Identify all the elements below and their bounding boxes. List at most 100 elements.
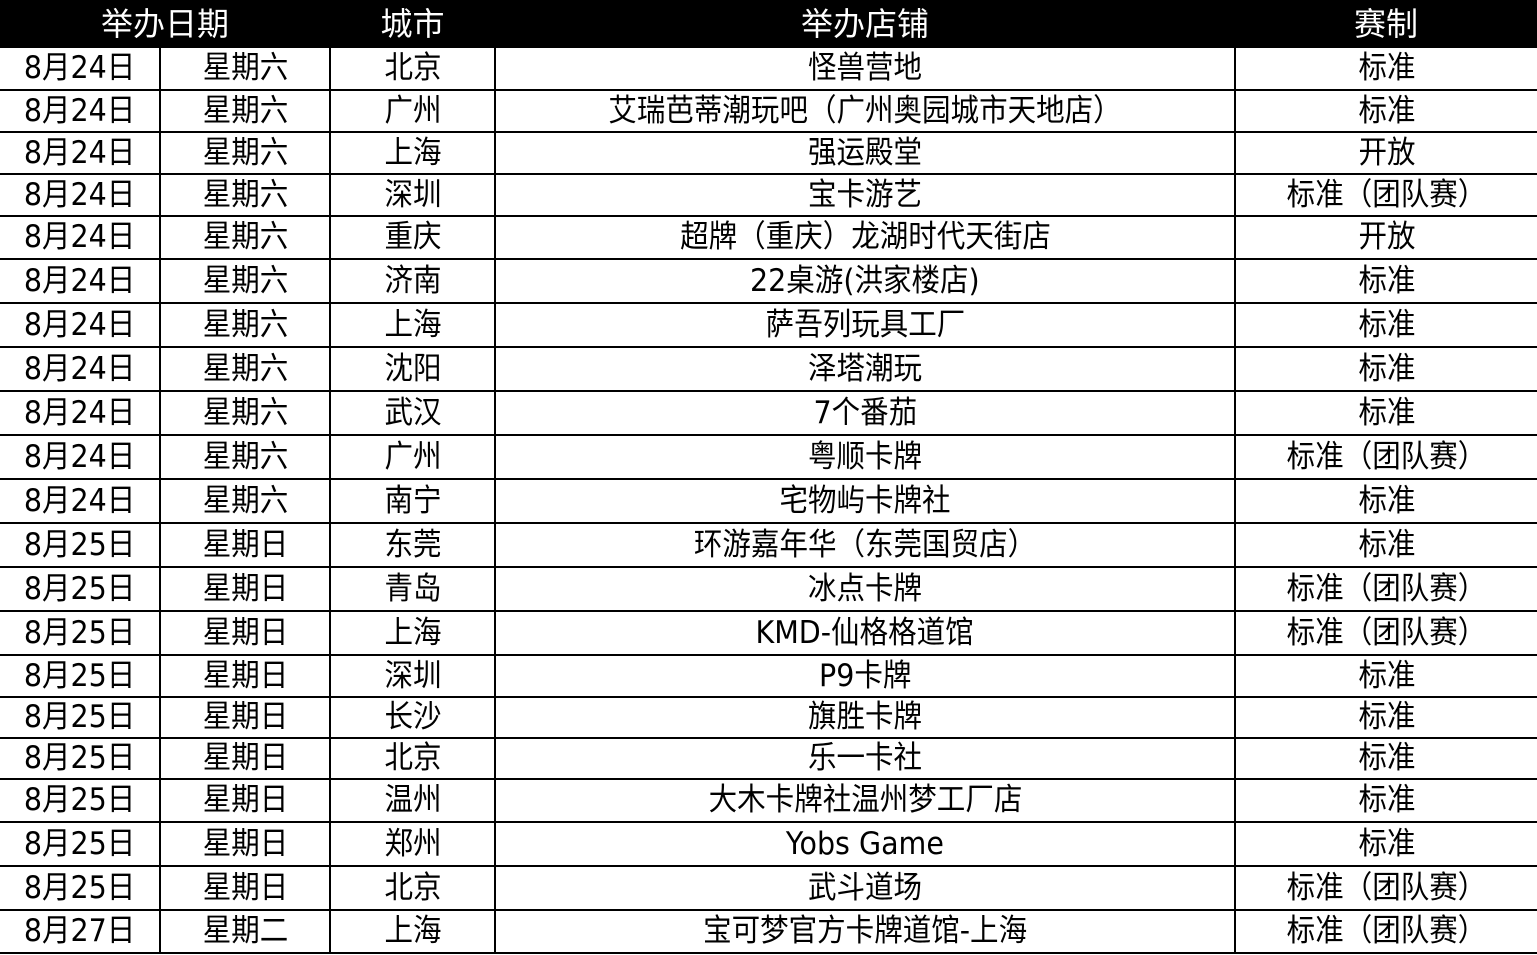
store-cell-text: 泽塔潮玩 xyxy=(807,350,923,387)
weekday-cell-text: 星期六 xyxy=(202,50,288,86)
date-cell-text: 8月24日 xyxy=(23,219,136,255)
format-cell: 标准（团队赛） xyxy=(1234,174,1537,217)
format-cell: 标准（团队赛） xyxy=(1234,567,1537,612)
date-cell-text: 8月25日 xyxy=(23,740,136,776)
format-cell: 标准 xyxy=(1234,738,1537,780)
city-cell-text: 温州 xyxy=(383,782,442,818)
format-cell-text: 标准（团队赛） xyxy=(1286,869,1487,906)
store-cell: 萨吾列玩具工厂 xyxy=(494,303,1237,348)
format-cell-text: 标准 xyxy=(1357,740,1416,776)
weekday-cell: 星期二 xyxy=(158,910,332,954)
city-cell: 北京 xyxy=(329,738,497,780)
date-cell-text: 8月24日 xyxy=(23,350,136,387)
table-row: 8月24日 星期六 济南 22桌游(洪家楼店) 标准 xyxy=(0,259,1537,304)
city-cell-text: 广州 xyxy=(383,92,442,129)
weekday-cell: 星期六 xyxy=(158,174,332,217)
weekday-cell: 星期六 xyxy=(158,48,332,91)
format-cell: 开放 xyxy=(1234,132,1537,175)
weekday-cell: 星期日 xyxy=(158,866,332,911)
weekday-cell: 星期日 xyxy=(158,611,332,656)
format-cell: 标准 xyxy=(1234,90,1537,133)
city-cell: 重庆 xyxy=(329,216,497,260)
city-cell-text: 南宁 xyxy=(383,482,442,519)
format-cell-text: 标准 xyxy=(1357,262,1416,299)
weekday-cell-text: 星期六 xyxy=(202,219,288,255)
city-cell-text: 上海 xyxy=(383,913,442,949)
weekday-cell-text: 星期二 xyxy=(202,913,288,949)
city-cell-text: 北京 xyxy=(383,50,442,86)
date-cell: 8月24日 xyxy=(0,48,161,91)
table-row: 8月27日 星期二 上海 宝可梦官方卡牌道馆-上海 标准（团队赛） xyxy=(0,910,1537,954)
date-cell: 8月25日 xyxy=(0,866,161,911)
table-row: 8月24日 星期六 北京 怪兽营地 标准 xyxy=(0,48,1537,91)
date-cell: 8月24日 xyxy=(0,174,161,217)
store-cell: 艾瑞芭蒂潮玩吧（广州奥园城市天地店） xyxy=(494,90,1237,133)
table-row: 8月25日 星期日 北京 武斗道场 标准（团队赛） xyxy=(0,866,1537,911)
weekday-cell: 星期六 xyxy=(158,132,332,175)
format-cell-text: 标准 xyxy=(1357,657,1416,694)
weekday-cell-text: 星期日 xyxy=(202,869,288,906)
store-cell: KMD-仙格格道馆 xyxy=(494,611,1237,656)
format-cell-text: 开放 xyxy=(1357,219,1416,255)
format-cell-text: 标准（团队赛） xyxy=(1286,913,1487,949)
format-cell-text: 标准（团队赛） xyxy=(1286,176,1487,213)
city-cell: 温州 xyxy=(329,779,497,823)
date-cell-text: 8月24日 xyxy=(23,50,136,86)
store-cell-text: 宝卡游艺 xyxy=(807,176,923,213)
store-cell: 大木卡牌社温州梦工厂店 xyxy=(494,779,1237,823)
format-cell-text: 标准 xyxy=(1357,526,1416,563)
store-cell-text: 7个番茄 xyxy=(813,394,917,431)
store-cell: 粤顺卡牌 xyxy=(494,435,1237,480)
store-cell-text: 旗胜卡牌 xyxy=(807,699,923,735)
store-cell-text: 乐一卡社 xyxy=(807,740,923,776)
date-cell-text: 8月24日 xyxy=(23,262,136,299)
date-cell: 8月24日 xyxy=(0,259,161,304)
weekday-cell-text: 星期六 xyxy=(202,134,288,171)
weekday-cell-text: 星期六 xyxy=(202,482,288,519)
weekday-cell-text: 星期六 xyxy=(202,306,288,343)
city-cell-text: 上海 xyxy=(383,306,442,343)
weekday-cell: 星期六 xyxy=(158,90,332,133)
date-cell: 8月25日 xyxy=(0,611,161,656)
weekday-cell-text: 星期六 xyxy=(202,438,288,475)
city-cell: 广州 xyxy=(329,435,497,480)
store-cell-text: 宝可梦官方卡牌道馆-上海 xyxy=(703,913,1028,949)
weekday-cell: 星期日 xyxy=(158,567,332,612)
store-cell-text: 22桌游(洪家楼店) xyxy=(750,262,980,299)
format-cell: 标准（团队赛） xyxy=(1234,866,1537,911)
weekday-cell-text: 星期六 xyxy=(202,176,288,213)
weekday-cell-text: 星期六 xyxy=(202,394,288,431)
format-cell: 标准 xyxy=(1234,303,1537,348)
date-cell: 8月24日 xyxy=(0,479,161,524)
table-row: 8月25日 星期日 东莞 环游嘉年华（东莞国贸店） 标准 xyxy=(0,523,1537,568)
format-cell-text: 标准 xyxy=(1357,306,1416,343)
format-cell: 标准 xyxy=(1234,391,1537,436)
table-row: 8月24日 星期六 上海 强运殿堂 开放 xyxy=(0,132,1537,175)
city-cell: 长沙 xyxy=(329,697,497,739)
weekday-cell: 星期日 xyxy=(158,779,332,823)
weekday-cell-text: 星期日 xyxy=(202,614,288,651)
weekday-cell-text: 星期日 xyxy=(202,740,288,776)
date-cell: 8月25日 xyxy=(0,655,161,698)
date-cell: 8月24日 xyxy=(0,303,161,348)
date-cell: 8月24日 xyxy=(0,90,161,133)
city-cell-text: 长沙 xyxy=(383,699,442,735)
weekday-cell: 星期六 xyxy=(158,303,332,348)
city-cell: 上海 xyxy=(329,303,497,348)
city-cell-text: 广州 xyxy=(383,438,442,475)
date-cell-text: 8月24日 xyxy=(23,438,136,475)
date-cell-text: 8月25日 xyxy=(23,657,136,694)
city-cell: 北京 xyxy=(329,866,497,911)
store-cell-text: 艾瑞芭蒂潮玩吧（广州奥园城市天地店） xyxy=(608,92,1122,129)
store-cell: 泽塔潮玩 xyxy=(494,347,1237,392)
store-cell-text: 大木卡牌社温州梦工厂店 xyxy=(708,782,1022,818)
store-cell: 宝可梦官方卡牌道馆-上海 xyxy=(494,910,1237,954)
city-cell-text: 东莞 xyxy=(383,526,442,563)
table-row: 8月25日 星期日 深圳 P9卡牌 标准 xyxy=(0,655,1537,698)
weekday-cell: 星期六 xyxy=(158,391,332,436)
date-cell-text: 8月25日 xyxy=(23,869,136,906)
city-cell: 青岛 xyxy=(329,567,497,612)
store-cell: 超牌（重庆）龙湖时代天街店 xyxy=(494,216,1237,260)
city-cell-text: 上海 xyxy=(383,134,442,171)
